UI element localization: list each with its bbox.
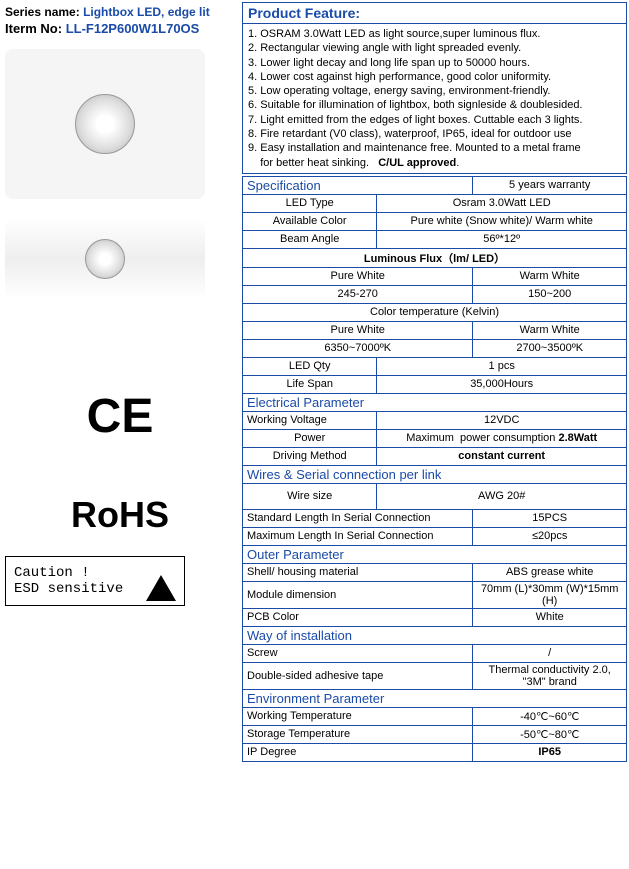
led-qty-label: LED Qty xyxy=(243,357,377,375)
feature-item: 8. Fire retardant (V0 class), waterproof… xyxy=(248,127,621,141)
feature-item: 3. Lower light decay and long life span … xyxy=(248,56,621,70)
shell-value: ABS grease white xyxy=(473,563,627,581)
feature-item: 2. Rectangular viewing angle with light … xyxy=(248,41,621,55)
warranty: 5 years warranty xyxy=(473,176,627,194)
pure-white-header2: Pure White xyxy=(243,321,473,339)
item-label: Iterm No: xyxy=(5,21,62,36)
product-image-side xyxy=(5,219,205,299)
screw-label: Screw xyxy=(243,644,473,662)
feature-item: 6. Suitable for illumination of lightbox… xyxy=(248,98,621,112)
beam-angle-value: 56º*12º xyxy=(377,230,627,248)
warm-white-lm: 150~200 xyxy=(473,285,627,303)
driving-method-value: constant current xyxy=(377,447,627,465)
warm-white-ct: 2700~3500ºK xyxy=(473,339,627,357)
section-install: Way of installation xyxy=(243,626,627,644)
feature-item: 4. Lower cost against high performance, … xyxy=(248,70,621,84)
dimension-label: Module dimension xyxy=(243,581,473,608)
power-value: Maximum power consumption 2.8Watt xyxy=(377,429,627,447)
warm-white-header2: Warm White xyxy=(473,321,627,339)
product-image-main xyxy=(5,49,205,199)
section-electrical: Electrical Parameter xyxy=(243,393,627,411)
available-color-label: Available Color xyxy=(243,212,377,230)
power-label: Power xyxy=(243,429,377,447)
led-qty-value: 1 pcs xyxy=(377,357,627,375)
feature-tail: for better heat sinking. C/UL approved. xyxy=(248,156,621,170)
working-voltage-value: 12VDC xyxy=(377,411,627,429)
std-length-label: Standard Length In Serial Connection xyxy=(243,509,473,527)
life-span-label: Life Span xyxy=(243,375,377,393)
storage-temp-label: Storage Temperature xyxy=(243,725,473,743)
feature-item: 9. Easy installation and maintenance fre… xyxy=(248,141,621,155)
feature-list: 1. OSRAM 3.0Watt LED as light source,sup… xyxy=(242,23,627,174)
max-length-value: ≤20pcs xyxy=(473,527,627,545)
luminous-flux-title: Luminous Flux（lm/ LED） xyxy=(243,248,627,267)
section-outer: Outer Parameter xyxy=(243,545,627,563)
pure-white-ct: 6350~7000ºK xyxy=(243,339,473,357)
section-wires: Wires & Serial connection per link xyxy=(243,465,627,483)
warm-white-header: Warm White xyxy=(473,267,627,285)
wire-size-label: Wire size xyxy=(243,483,377,509)
section-environment: Environment Parameter xyxy=(243,689,627,707)
ce-logo: CE xyxy=(5,389,235,444)
pure-white-lm: 245-270 xyxy=(243,285,473,303)
ip-degree-label: IP Degree xyxy=(243,743,473,761)
feature-item: 5. Low operating voltage, energy saving,… xyxy=(248,84,621,98)
esd-caution-box: Caution ! ESD sensitive xyxy=(5,556,185,606)
series-label: Series name: xyxy=(5,5,80,19)
feature-item: 1. OSRAM 3.0Watt LED as light source,sup… xyxy=(248,27,621,41)
pcb-color-value: White xyxy=(473,608,627,626)
storage-temp-value: -50℃~80℃ xyxy=(473,725,627,743)
working-voltage-label: Working Voltage xyxy=(243,411,377,429)
available-color-value: Pure white (Snow white)/ Warm white xyxy=(377,212,627,230)
series-value: Lightbox LED, edge lit xyxy=(83,5,210,19)
pcb-color-label: PCB Color xyxy=(243,608,473,626)
pure-white-header: Pure White xyxy=(243,267,473,285)
item-number: Iterm No: LL-F12P600W1L70OS xyxy=(5,21,235,36)
feature-title: Product Feature: xyxy=(242,2,627,23)
screw-value: / xyxy=(473,644,627,662)
feature-item: 7. Light emitted from the edges of light… xyxy=(248,113,621,127)
led-type-value: Osram 3.0Watt LED xyxy=(377,194,627,212)
section-specification: Specification xyxy=(243,176,473,194)
dimension-value: 70mm (L)*30mm (W)*15mm (H) xyxy=(473,581,627,608)
spec-table: Specification 5 years warranty LED Type … xyxy=(242,176,627,762)
tape-value: Thermal conductivity 2.0, "3M" brand xyxy=(473,662,627,689)
driving-method-label: Driving Method xyxy=(243,447,377,465)
beam-angle-label: Beam Angle xyxy=(243,230,377,248)
tape-label: Double-sided adhesive tape xyxy=(243,662,473,689)
ip-degree-value: IP65 xyxy=(473,743,627,761)
std-length-value: 15PCS xyxy=(473,509,627,527)
esd-triangle-icon xyxy=(146,575,176,601)
working-temp-value: -40℃~60℃ xyxy=(473,707,627,725)
led-type-label: LED Type xyxy=(243,194,377,212)
max-length-label: Maximum Length In Serial Connection xyxy=(243,527,473,545)
working-temp-label: Working Temperature xyxy=(243,707,473,725)
wire-size-value: AWG 20# xyxy=(377,483,627,509)
life-span-value: 35,000Hours xyxy=(377,375,627,393)
series-name: Series name: Lightbox LED, edge lit xyxy=(5,5,235,19)
shell-label: Shell/ housing material xyxy=(243,563,473,581)
rohs-logo: RoHS xyxy=(5,494,235,536)
color-temp-title: Color temperature (Kelvin) xyxy=(243,303,627,321)
item-value: LL-F12P600W1L70OS xyxy=(66,21,200,36)
